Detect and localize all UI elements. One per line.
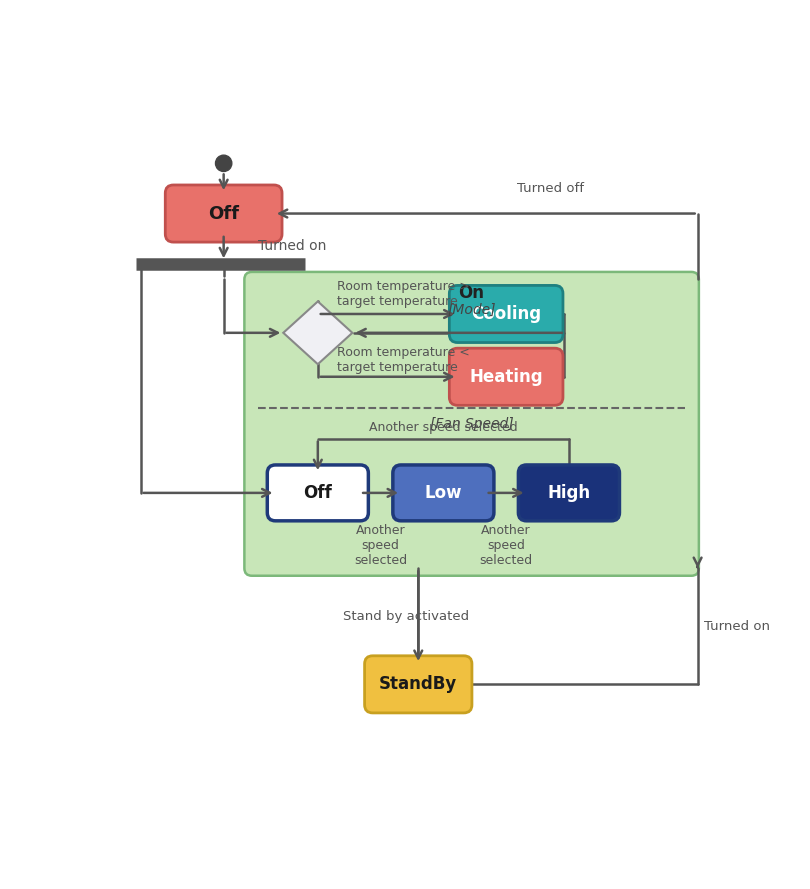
Text: Another speed selected: Another speed selected — [369, 421, 518, 434]
Text: Off: Off — [304, 484, 332, 502]
Text: Another
speed
selected: Another speed selected — [354, 525, 407, 567]
FancyBboxPatch shape — [267, 465, 369, 521]
Text: Turned off: Turned off — [517, 181, 584, 195]
Circle shape — [215, 156, 232, 172]
FancyBboxPatch shape — [245, 272, 699, 576]
Text: Off: Off — [208, 204, 239, 222]
Text: Stand by activated: Stand by activated — [343, 610, 469, 622]
FancyBboxPatch shape — [393, 465, 494, 521]
Text: Another
speed
selected: Another speed selected — [480, 525, 533, 567]
Text: Turned on: Turned on — [258, 239, 326, 252]
FancyBboxPatch shape — [450, 285, 563, 342]
FancyBboxPatch shape — [165, 185, 282, 242]
FancyBboxPatch shape — [364, 656, 472, 713]
Text: Room temperature >
target temperature: Room temperature > target temperature — [337, 280, 470, 308]
Text: [Fan Speed]: [Fan Speed] — [430, 417, 514, 430]
Text: Cooling: Cooling — [471, 305, 541, 323]
Text: High: High — [548, 484, 590, 502]
Polygon shape — [284, 301, 352, 364]
Text: Room temperature <
target temperature: Room temperature < target temperature — [337, 346, 470, 373]
FancyBboxPatch shape — [450, 348, 563, 405]
Text: Low: Low — [424, 484, 463, 502]
FancyBboxPatch shape — [518, 465, 620, 521]
Text: On: On — [458, 284, 484, 302]
Text: [Mode]: [Mode] — [447, 302, 496, 316]
Text: Heating: Heating — [469, 368, 543, 386]
Text: Turned on: Turned on — [704, 620, 770, 633]
Text: StandBy: StandBy — [379, 676, 458, 693]
